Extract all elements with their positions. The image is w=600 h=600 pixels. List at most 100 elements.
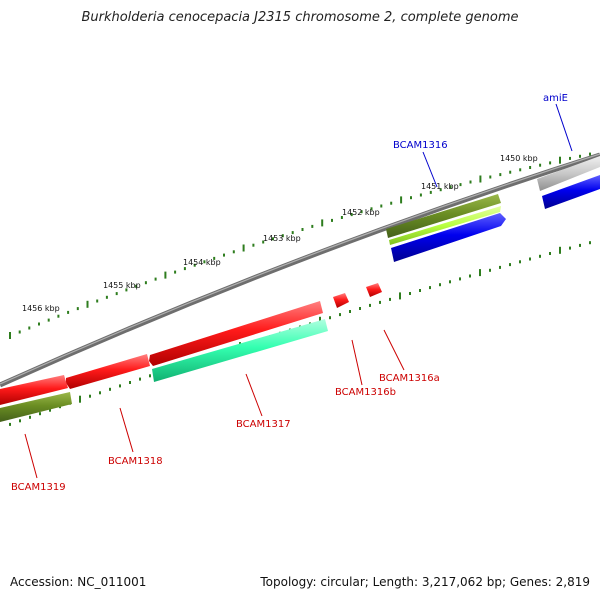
gene-bcam1317-teal[interactable]	[152, 319, 328, 382]
minor-tick	[359, 307, 361, 310]
minor-tick	[469, 274, 471, 278]
minor-tick	[419, 289, 421, 292]
minor-tick	[390, 201, 393, 205]
gene-label-bcam1316b[interactable]: BCAM1316b	[335, 387, 396, 398]
minor-tick	[213, 256, 216, 260]
minor-tick	[281, 234, 284, 238]
gene-label-amie[interactable]: amiE	[543, 93, 568, 104]
major-tick	[479, 175, 482, 183]
minor-tick	[115, 292, 118, 296]
minor-tick	[329, 316, 331, 320]
major-tick	[319, 316, 321, 324]
gene-bcam1316b-body[interactable]	[333, 293, 349, 308]
callout-line-bcam1316b	[351, 339, 363, 386]
minor-tick	[89, 394, 91, 398]
minor-tick	[57, 314, 60, 318]
minor-tick	[409, 292, 411, 295]
scale-label-1454: 1454 kbp	[183, 258, 221, 267]
gene-label-bcam1319[interactable]: BCAM1319	[11, 482, 66, 493]
minor-tick	[549, 161, 552, 165]
gene-bcam1316-lime[interactable]	[389, 206, 501, 245]
minor-tick	[291, 231, 294, 235]
minor-tick	[529, 166, 532, 169]
scale-label-1455: 1455 kbp	[103, 281, 141, 290]
minor-tick	[539, 163, 542, 167]
map-title: Burkholderia cenocepacia J2315 chromosom…	[81, 10, 519, 25]
minor-tick	[223, 253, 225, 257]
scale-label-1450: 1450 kbp	[500, 154, 538, 163]
gene-amie-blue[interactable]	[542, 175, 600, 209]
minor-tick	[174, 270, 177, 274]
gene-bcam1317-red[interactable]	[149, 301, 323, 366]
gene-bcam1318-body[interactable]	[66, 354, 150, 389]
major-tick	[9, 332, 11, 339]
major-tick	[86, 300, 89, 308]
gene-label-bcam1316a[interactable]: BCAM1316a	[379, 373, 440, 384]
major-tick	[164, 271, 167, 279]
gene-label-bcam1318[interactable]: BCAM1318	[108, 456, 163, 467]
minor-tick	[29, 415, 31, 419]
minor-tick	[429, 190, 432, 194]
minor-tick	[499, 173, 502, 177]
major-tick	[559, 246, 561, 254]
gene-bcam1319-red[interactable]	[0, 375, 68, 405]
minor-tick	[579, 154, 581, 158]
minor-tick	[139, 377, 141, 381]
minor-tick	[569, 156, 571, 160]
minor-tick	[419, 193, 422, 197]
gene-label-bcam1316[interactable]: BCAM1316	[393, 140, 448, 151]
minor-tick	[579, 243, 581, 247]
callout-line-amie	[555, 103, 573, 152]
callout-line-bcam1319	[24, 433, 38, 479]
minor-tick	[129, 381, 131, 384]
minor-tick	[469, 180, 472, 184]
minor-tick	[18, 330, 21, 334]
minor-tick	[340, 216, 343, 219]
minor-tick	[119, 384, 121, 388]
minor-tick	[569, 246, 571, 250]
accession-text: Accession: NC_011001	[10, 575, 147, 589]
minor-tick	[339, 313, 341, 317]
minor-tick	[49, 408, 51, 412]
major-tick	[242, 244, 245, 252]
gene-bcam1316-olive[interactable]	[386, 194, 501, 238]
minor-tick	[519, 260, 521, 264]
minor-tick	[149, 374, 151, 378]
genome-info-text: Topology: circular; Length: 3,217,062 bp…	[260, 575, 590, 589]
minor-tick	[311, 224, 314, 228]
minor-tick	[96, 299, 99, 303]
scale-label-1453: 1453 kbp	[263, 234, 301, 243]
major-tick	[79, 395, 81, 403]
minor-tick	[350, 213, 353, 217]
minor-tick	[144, 281, 147, 285]
minor-tick	[125, 288, 128, 292]
minor-tick	[429, 286, 431, 290]
callout-line-bcam1316a	[383, 329, 405, 371]
minor-tick	[379, 300, 381, 304]
minor-tick	[272, 237, 274, 241]
minor-tick	[459, 277, 461, 281]
callout-line-bcam1317	[245, 373, 263, 417]
gene-bcam1316-blue[interactable]	[391, 213, 506, 262]
callout-line-bcam1316	[422, 151, 438, 188]
gene-bcam1319-olive[interactable]	[0, 392, 72, 422]
scale-label-1451: 1451 kbp	[421, 182, 459, 191]
gene-label-bcam1317[interactable]: BCAM1317	[236, 419, 291, 430]
minor-tick	[135, 284, 138, 288]
minor-tick	[203, 260, 206, 264]
minor-tick	[105, 295, 108, 299]
minor-tick	[76, 307, 79, 311]
outer-scale-ticks	[9, 152, 591, 339]
minor-tick	[589, 152, 591, 156]
gene-bcam1316a-body[interactable]	[366, 283, 382, 297]
minor-tick	[529, 257, 531, 261]
minor-tick	[499, 265, 501, 269]
minor-tick	[193, 263, 196, 267]
minor-tick	[370, 207, 373, 211]
gene-amie-gray[interactable]	[537, 156, 600, 191]
minor-tick	[369, 303, 371, 307]
minor-tick	[99, 391, 101, 395]
minor-tick	[232, 250, 235, 254]
minor-tick	[183, 267, 186, 271]
